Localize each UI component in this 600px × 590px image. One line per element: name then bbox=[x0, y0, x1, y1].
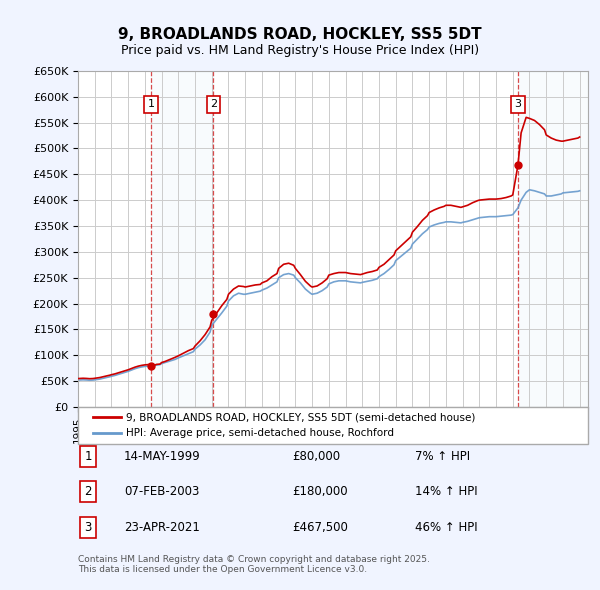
Text: 14-MAY-1999: 14-MAY-1999 bbox=[124, 450, 200, 463]
Text: 1: 1 bbox=[148, 100, 155, 109]
Text: Contains HM Land Registry data © Crown copyright and database right 2025.
This d: Contains HM Land Registry data © Crown c… bbox=[78, 555, 430, 574]
Text: 2: 2 bbox=[85, 486, 92, 499]
Text: 1: 1 bbox=[85, 450, 92, 463]
Text: Price paid vs. HM Land Registry's House Price Index (HPI): Price paid vs. HM Land Registry's House … bbox=[121, 44, 479, 57]
Bar bbox=[518, 71, 588, 407]
Text: 46% ↑ HPI: 46% ↑ HPI bbox=[415, 520, 477, 533]
Bar bbox=[151, 71, 214, 407]
Text: 9, BROADLANDS ROAD, HOCKLEY, SS5 5DT: 9, BROADLANDS ROAD, HOCKLEY, SS5 5DT bbox=[118, 27, 482, 41]
Text: £180,000: £180,000 bbox=[292, 486, 348, 499]
Text: 07-FEB-2003: 07-FEB-2003 bbox=[124, 486, 199, 499]
Text: 7% ↑ HPI: 7% ↑ HPI bbox=[415, 450, 470, 463]
Text: 23-APR-2021: 23-APR-2021 bbox=[124, 520, 200, 533]
Text: 9, BROADLANDS ROAD, HOCKLEY, SS5 5DT (semi-detached house): 9, BROADLANDS ROAD, HOCKLEY, SS5 5DT (se… bbox=[127, 412, 476, 422]
FancyBboxPatch shape bbox=[78, 407, 588, 444]
Text: 3: 3 bbox=[85, 520, 92, 533]
Text: 3: 3 bbox=[514, 100, 521, 109]
Text: 14% ↑ HPI: 14% ↑ HPI bbox=[415, 486, 477, 499]
Text: 2: 2 bbox=[210, 100, 217, 109]
Text: £80,000: £80,000 bbox=[292, 450, 340, 463]
Text: HPI: Average price, semi-detached house, Rochford: HPI: Average price, semi-detached house,… bbox=[127, 428, 394, 438]
Text: £467,500: £467,500 bbox=[292, 520, 348, 533]
